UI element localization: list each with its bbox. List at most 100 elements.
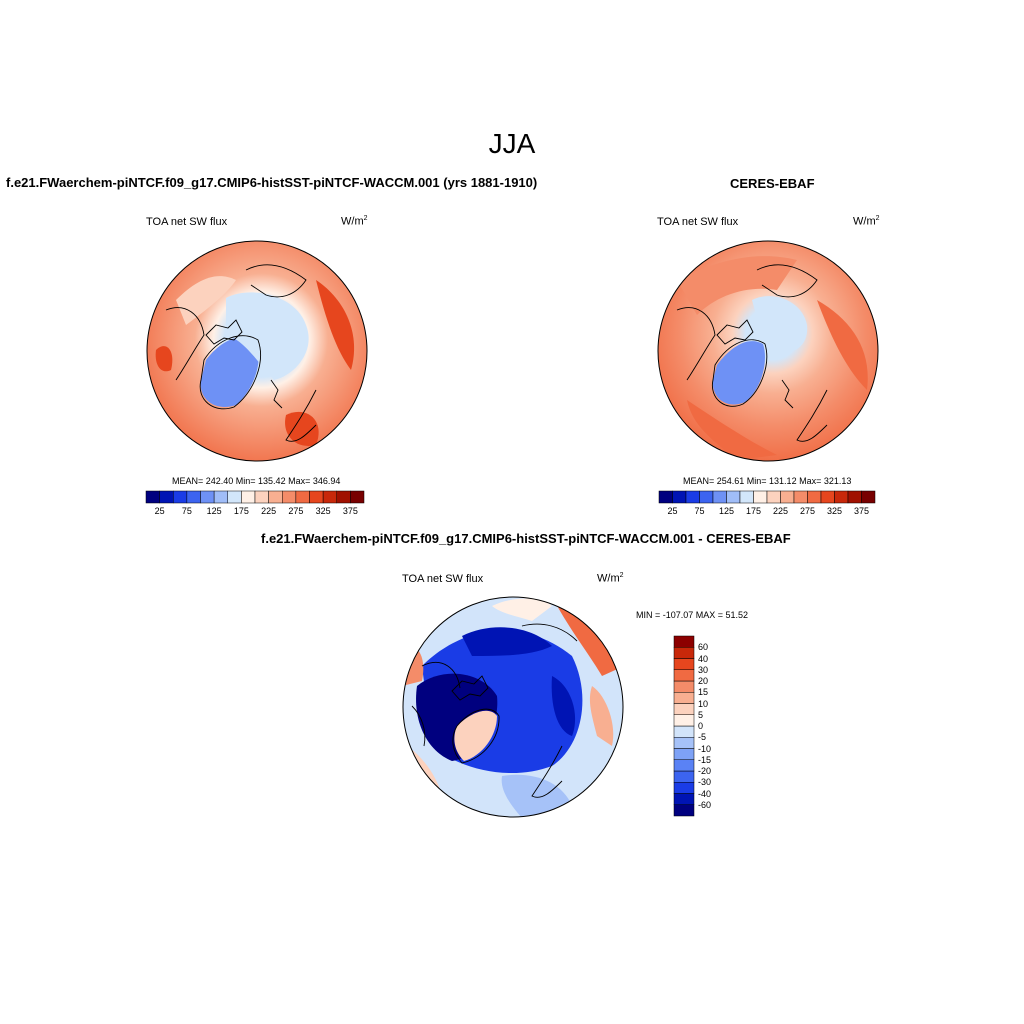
- colorbar-swatch: [780, 490, 795, 504]
- colorbar-swatch: [173, 490, 188, 504]
- colorbar-tick-label: 15: [698, 687, 709, 698]
- colorbar-swatch: [820, 490, 835, 504]
- colorbar-tick-label: 20: [698, 676, 709, 686]
- colorbar-swatch: [685, 490, 700, 504]
- colorbar-swatch: [673, 770, 695, 783]
- panel-1-units: W/m2: [341, 215, 368, 228]
- colorbar-swatch: [673, 692, 695, 704]
- colorbar-tick-label: -5: [698, 732, 707, 743]
- colorbar-swatch: [673, 737, 695, 749]
- colorbar-swatch: [658, 490, 673, 504]
- colorbar-swatch: [673, 647, 695, 659]
- colorbar-tick-label: 0: [698, 721, 704, 731]
- panel-1-stats: MEAN= 242.40 Min= 135.42 Max= 346.94: [172, 476, 341, 486]
- colorbar-swatch: [834, 490, 849, 504]
- colorbar-tick-label: 10: [698, 698, 709, 709]
- colorbar-swatch: [322, 490, 337, 504]
- panel-1-colorbar-ticks: 25 75 125 175 225 275 325 375: [146, 506, 364, 518]
- panel-1-polar-map: [146, 240, 368, 462]
- colorbar-swatch: [673, 635, 695, 648]
- panel-2-colorbar-ticks: 25 75 125 175 225 275 325 375: [659, 506, 875, 518]
- panel-2-stats: MEAN= 254.61 Min= 131.12 Max= 321.13: [683, 476, 852, 486]
- panel-3-units: W/m2: [597, 572, 624, 585]
- colorbar-swatch: [200, 490, 215, 504]
- panel-3-colorbar-ticks: 60 40 30 20 15 10 5 0 -5 -10 -15 -20 -30 -40 -60: [698, 636, 728, 816]
- colorbar-swatch: [268, 490, 283, 504]
- colorbar-tick-label: 325: [315, 506, 331, 516]
- colorbar-tick-label: 125: [206, 506, 222, 516]
- panel-2-colorbar: [658, 490, 876, 504]
- colorbar-swatch: [159, 490, 174, 504]
- colorbar-tick-label: -15: [698, 754, 712, 765]
- colorbar-tick-label: 125: [718, 506, 735, 516]
- colorbar-swatch: [673, 680, 695, 693]
- colorbar-swatch: [673, 793, 695, 805]
- figure-title: JJA: [488, 128, 536, 159]
- panel-3-polar-map: [402, 596, 624, 818]
- colorbar-swatch: [673, 669, 695, 682]
- colorbar-swatch: [793, 490, 808, 504]
- colorbar-tick-label: 375: [853, 506, 870, 516]
- colorbar-swatch: [673, 782, 695, 794]
- colorbar-swatch: [673, 804, 695, 817]
- colorbar-tick-label: 30: [698, 664, 709, 675]
- colorbar-swatch: [712, 490, 727, 504]
- colorbar-tick-label: -30: [698, 777, 712, 788]
- colorbar-swatch: [213, 490, 228, 504]
- colorbar-tick-label: -10: [698, 743, 712, 754]
- colorbar-tick-label: 275: [288, 506, 304, 516]
- colorbar-swatch: [673, 658, 695, 670]
- panel-1-variable: TOA net SW flux: [146, 216, 228, 228]
- colorbar-swatch: [672, 490, 687, 504]
- colorbar-swatch: [753, 490, 768, 504]
- colorbar-tick-label: 5: [698, 709, 704, 720]
- colorbar-tick-label: 275: [799, 506, 816, 516]
- panel-3-variable: TOA net SW flux: [402, 573, 484, 585]
- colorbar-tick-label: 25: [667, 506, 678, 516]
- colorbar-swatch: [241, 490, 256, 504]
- colorbar-swatch: [807, 490, 822, 504]
- colorbar-swatch: [726, 490, 741, 504]
- colorbar-tick-label: 40: [698, 653, 709, 664]
- panel-3-title: f.e21.FWaerchem-piNTCF.f09_g17.CMIP6-his…: [261, 531, 791, 546]
- colorbar-swatch: [673, 714, 695, 727]
- panel-2-title: CERES-EBAF: [730, 176, 815, 191]
- colorbar-tick-label: -40: [698, 788, 712, 799]
- colorbar-swatch: [847, 490, 862, 504]
- colorbar-swatch: [861, 490, 876, 504]
- colorbar-swatch: [673, 725, 695, 738]
- colorbar-swatch: [309, 490, 324, 504]
- panel-2-variable: TOA net SW flux: [657, 216, 739, 228]
- colorbar-swatch: [673, 703, 695, 715]
- colorbar-swatch: [673, 748, 695, 760]
- colorbar-tick-label: 75: [694, 506, 705, 516]
- colorbar-swatch: [673, 759, 695, 772]
- colorbar-swatch: [282, 490, 297, 504]
- colorbar-tick-label: 375: [342, 506, 358, 516]
- colorbar-tick-label: 60: [698, 642, 709, 653]
- panel-2-polar-map: [657, 240, 879, 462]
- colorbar-swatch: [186, 490, 201, 504]
- colorbar-swatch: [739, 490, 754, 504]
- panel-1-colorbar: [145, 490, 365, 504]
- colorbar-swatch: [145, 490, 160, 504]
- colorbar-swatch: [766, 490, 781, 504]
- colorbar-tick-label: 225: [261, 506, 277, 516]
- colorbar-tick-label: 175: [745, 506, 762, 516]
- colorbar-tick-label: 225: [772, 506, 789, 516]
- colorbar-tick-label: 25: [154, 506, 165, 516]
- panel-3-colorbar: [673, 635, 695, 817]
- colorbar-tick-label: 175: [233, 506, 249, 516]
- colorbar-swatch: [350, 490, 365, 504]
- colorbar-tick-label: -60: [698, 799, 712, 810]
- colorbar-swatch: [336, 490, 351, 504]
- colorbar-swatch: [295, 490, 310, 504]
- colorbar-swatch: [699, 490, 714, 504]
- colorbar-tick-label: -20: [698, 766, 712, 776]
- panel-3-stats: MIN = -107.07 MAX = 51.52: [636, 610, 749, 620]
- panel-1-title: f.e21.FWaerchem-piNTCF.f09_g17.CMIP6-his…: [6, 175, 538, 190]
- colorbar-swatch: [254, 490, 269, 504]
- panel-2-units: W/m2: [853, 215, 880, 228]
- colorbar-tick-label: 325: [826, 506, 843, 516]
- colorbar-swatch: [227, 490, 242, 504]
